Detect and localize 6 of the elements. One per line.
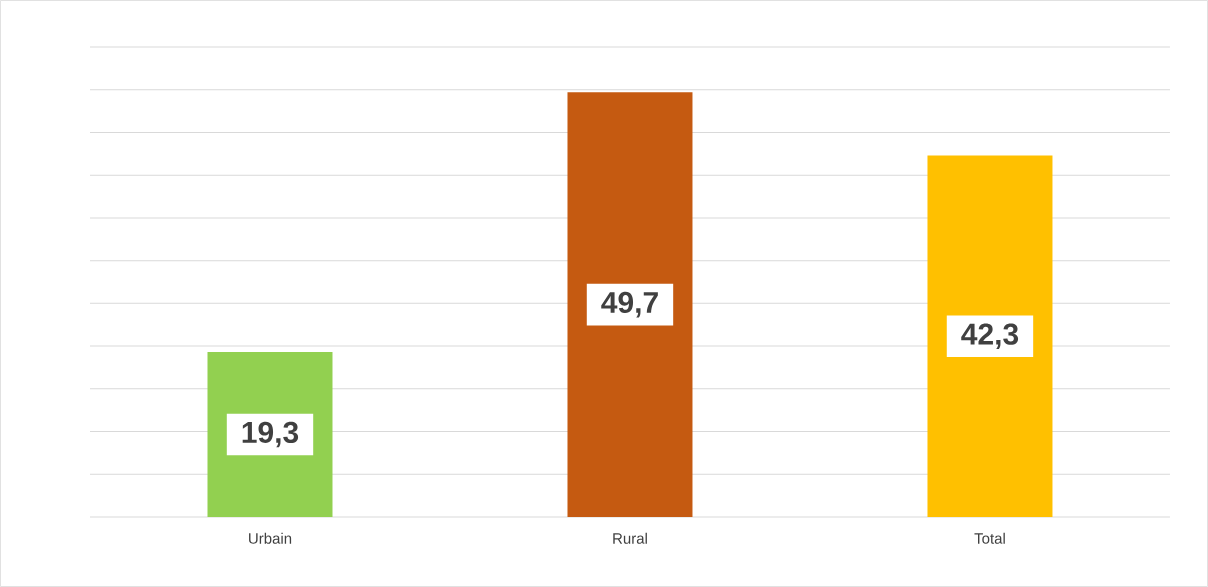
x-tick-label: Rural (613, 532, 647, 544)
data-label: 19,3 (242, 421, 299, 448)
data-label: 42,3 (961, 323, 1019, 350)
x-tick-label: Urbain (249, 532, 292, 544)
x-tick-label: Total (974, 532, 1005, 544)
data-label: 49,7 (601, 291, 658, 318)
